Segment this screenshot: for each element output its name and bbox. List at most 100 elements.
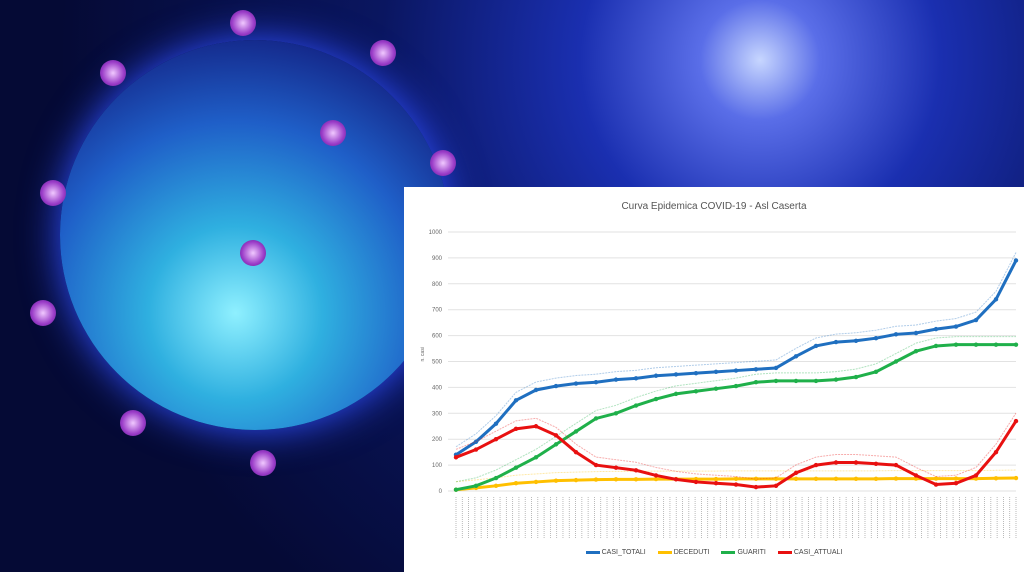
data-point	[1013, 475, 1019, 481]
data-point	[553, 433, 559, 438]
legend-item: GUARITI	[721, 549, 766, 556]
legend-item: CASI_TOTALI	[585, 549, 646, 556]
data-point	[473, 483, 479, 489]
data-point	[953, 481, 959, 486]
data-point	[573, 429, 579, 434]
data-point	[973, 317, 979, 323]
data-point	[873, 335, 879, 341]
data-point	[1013, 342, 1019, 347]
data-point	[713, 481, 719, 486]
data-point	[973, 473, 979, 478]
data-point	[493, 421, 499, 426]
data-point	[513, 465, 519, 470]
virus-image	[60, 40, 450, 430]
data-point	[533, 455, 539, 460]
y-tick-label: 1000	[429, 230, 443, 236]
data-point	[913, 348, 919, 354]
virus-spike	[100, 60, 126, 86]
data-point	[813, 462, 819, 468]
chart-svg: 0 100 200 300 400 500 600 700 800 900 1000 n. casi	[420, 230, 1019, 539]
legend-swatch	[657, 551, 672, 554]
data-point	[1013, 418, 1019, 424]
data-point	[993, 342, 999, 347]
data-point	[793, 470, 799, 476]
data-point	[793, 378, 799, 384]
data-point	[933, 476, 939, 481]
data-point	[1013, 258, 1019, 263]
data-point	[573, 381, 579, 386]
legend-label: GUARITI	[737, 549, 766, 556]
data-point	[993, 476, 999, 481]
data-point	[613, 377, 619, 382]
virus-spike	[40, 180, 66, 206]
y-tick-label: 300	[432, 411, 443, 417]
data-point	[733, 383, 739, 389]
data-point	[613, 465, 619, 470]
y-tick-label: 700	[432, 308, 443, 314]
data-point	[653, 476, 659, 482]
data-point	[893, 359, 899, 364]
data-point	[913, 473, 919, 478]
data-point	[453, 487, 459, 492]
data-point	[533, 424, 539, 429]
data-point	[773, 378, 779, 384]
data-point	[593, 380, 599, 385]
data-point	[453, 455, 459, 460]
data-point	[833, 476, 839, 482]
y-tick-label: 100	[432, 463, 443, 469]
data-point	[993, 449, 999, 455]
virus-spike	[430, 150, 456, 176]
data-point	[773, 483, 779, 489]
data-point	[553, 383, 559, 389]
data-point	[613, 477, 619, 482]
data-point	[553, 478, 559, 483]
y-tick-label: 900	[432, 256, 443, 262]
data-point	[593, 416, 599, 421]
data-point	[853, 338, 859, 343]
virus-spike	[250, 450, 276, 476]
data-point	[513, 481, 519, 486]
data-point	[913, 330, 919, 336]
y-tick-label: 200	[432, 437, 443, 443]
data-point	[493, 475, 499, 481]
data-point	[753, 380, 759, 385]
chart-legend: CASI_TOTALI DECEDUTI GUARITI CASI_ATTUALI	[404, 549, 1024, 556]
data-point	[633, 477, 639, 482]
data-point	[873, 461, 879, 467]
data-point	[773, 476, 779, 482]
data-point	[813, 378, 819, 384]
data-point	[633, 376, 639, 381]
data-point	[793, 354, 799, 359]
data-point	[933, 343, 939, 349]
series-ghost-line	[455, 252, 1017, 448]
legend-item: CASI_ATTUALI	[777, 549, 843, 556]
data-point	[693, 389, 699, 394]
legend-swatch	[721, 551, 736, 554]
data-point	[853, 374, 859, 380]
y-tick-label: 0	[439, 489, 443, 495]
y-axis-label: n. casi	[420, 347, 426, 361]
data-point	[613, 411, 619, 416]
data-point	[553, 442, 559, 447]
series-line-guariti	[455, 343, 1016, 492]
data-point	[813, 343, 819, 349]
data-point	[753, 484, 759, 490]
virus-spike	[370, 40, 396, 66]
data-point	[633, 403, 639, 408]
data-point	[593, 477, 599, 482]
data-point	[953, 476, 959, 481]
data-point	[693, 479, 699, 485]
y-tick-label: 400	[432, 385, 443, 391]
data-point	[533, 479, 539, 485]
series-ghost-line	[455, 412, 1017, 480]
data-point	[733, 476, 739, 482]
data-point	[953, 324, 959, 329]
data-point	[713, 369, 719, 375]
chart-panel: 0 100 200 300 400 500 600 700 800 900 1000 n. casi …	[404, 187, 1024, 572]
data-point	[513, 398, 519, 403]
legend-label: CASI_ATTUALI	[793, 549, 843, 556]
data-point	[833, 339, 839, 345]
legend-swatch	[585, 551, 600, 554]
data-point	[933, 326, 939, 332]
virus-spike	[230, 10, 256, 36]
